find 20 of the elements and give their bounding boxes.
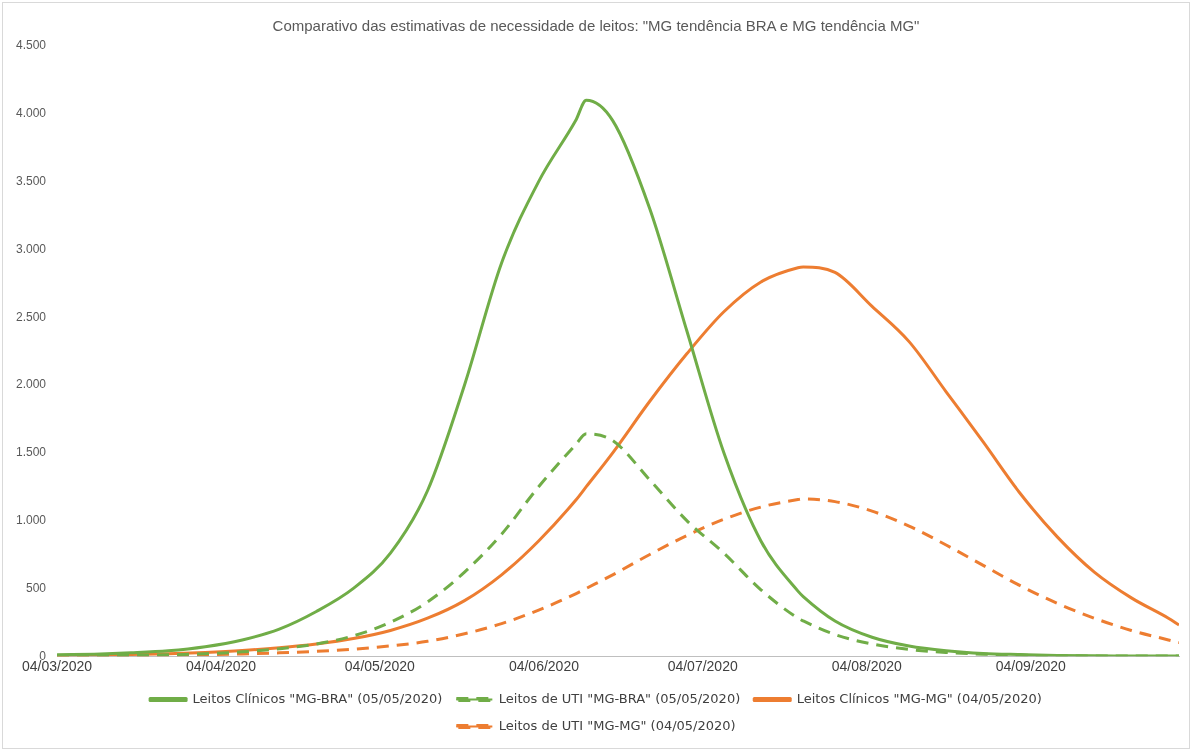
x-tick-label: 04/05/2020 <box>344 658 416 675</box>
chart-title: Comparativo das estimativas de necessidade de leitos: "MG tendência BRA e MG tendência MG" <box>272 17 920 35</box>
x-tick-label: 04/06/2020 <box>508 658 580 675</box>
legend-label: Leitos Clínicos "MG-BRA" (05/05/2020) <box>192 690 443 706</box>
y-tick-label: 4.500 <box>16 38 47 53</box>
y-tick-label: 3.500 <box>16 173 47 188</box>
y-tick-label: 1.000 <box>16 512 47 527</box>
legend-label: Leitos Clínicos "MG-MG" (04/05/2020) <box>796 690 1042 706</box>
y-tick-label: 2.000 <box>16 377 47 392</box>
x-tick-label: 04/04/2020 <box>186 658 257 675</box>
y-tick-label: 500 <box>26 580 47 595</box>
x-tick-label: 04/09/2020 <box>995 658 1067 675</box>
y-tick-label: 3.000 <box>16 241 47 256</box>
y-tick-label: 1.500 <box>16 445 47 460</box>
x-tick-label: 04/08/2020 <box>831 658 902 675</box>
legend-label: Leitos de UTI "MG-MG" (04/05/2020) <box>498 717 736 733</box>
legend-label: Leitos de UTI "MG-BRA" (05/05/2020) <box>498 690 741 706</box>
y-tick-label: 4.000 <box>16 106 47 121</box>
x-tick-label: 04/07/2020 <box>667 658 738 675</box>
y-tick-label: 2.500 <box>16 309 47 324</box>
